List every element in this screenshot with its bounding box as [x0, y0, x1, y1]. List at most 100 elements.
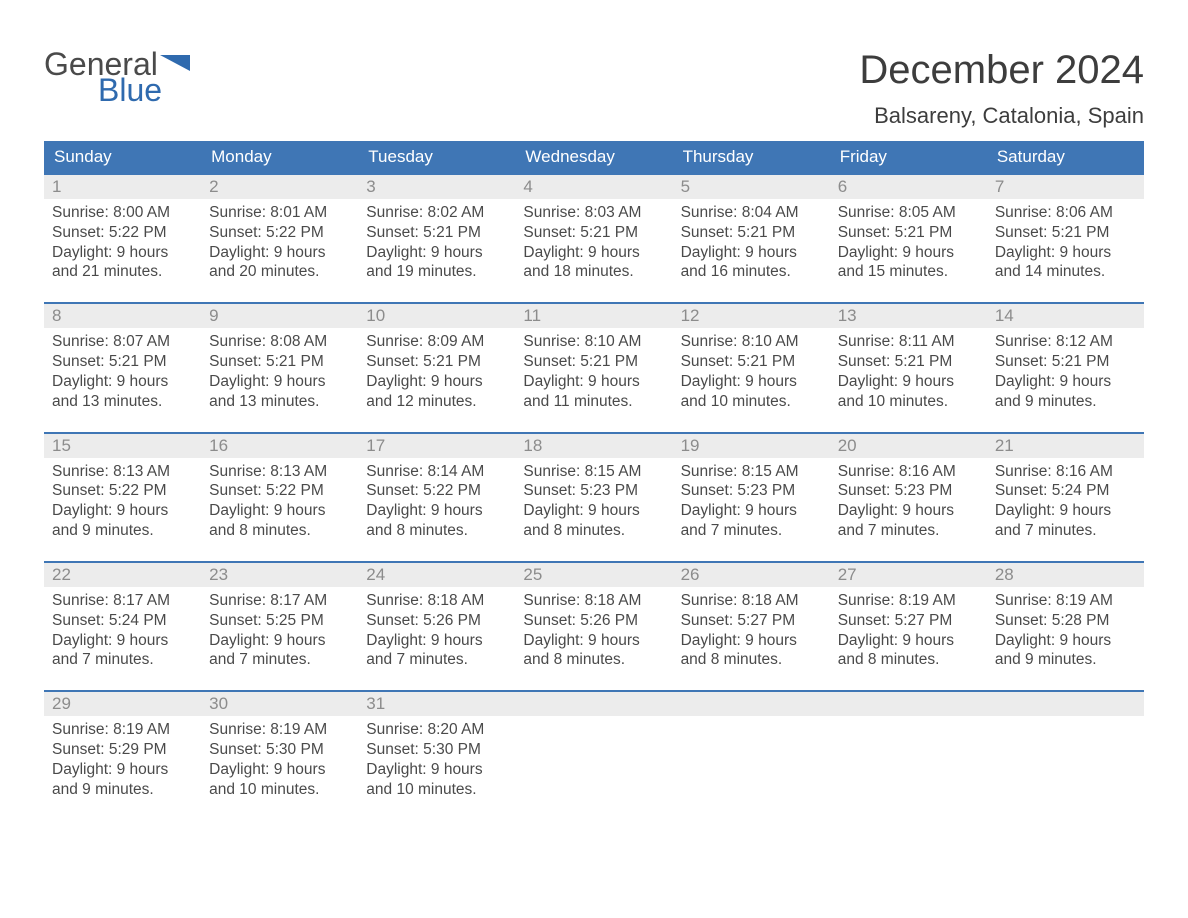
- day-details: Sunrise: 8:07 AMSunset: 5:21 PMDaylight:…: [44, 328, 201, 411]
- daylight-line-2: and 7 minutes.: [838, 521, 979, 541]
- header: General Blue December 2024 Balsareny, Ca…: [44, 48, 1144, 129]
- day-number: 23: [201, 563, 358, 587]
- daylight-line-1: Daylight: 9 hours: [52, 501, 193, 521]
- day-cell: 2Sunrise: 8:01 AMSunset: 5:22 PMDaylight…: [201, 175, 358, 302]
- daylight-line-2: and 11 minutes.: [523, 392, 664, 412]
- day-cell: 5Sunrise: 8:04 AMSunset: 5:21 PMDaylight…: [673, 175, 830, 302]
- day-number: 28: [987, 563, 1144, 587]
- day-cell: 6Sunrise: 8:05 AMSunset: 5:21 PMDaylight…: [830, 175, 987, 302]
- day-number: 25: [515, 563, 672, 587]
- daylight-line-2: and 18 minutes.: [523, 262, 664, 282]
- daylight-line-1: Daylight: 9 hours: [995, 631, 1136, 651]
- daylight-line-2: and 8 minutes.: [523, 521, 664, 541]
- day-details: Sunrise: 8:03 AMSunset: 5:21 PMDaylight:…: [515, 199, 672, 282]
- daylight-line-2: and 14 minutes.: [995, 262, 1136, 282]
- daylight-line-1: Daylight: 9 hours: [209, 243, 350, 263]
- daylight-line-1: Daylight: 9 hours: [209, 501, 350, 521]
- day-details: Sunrise: 8:02 AMSunset: 5:21 PMDaylight:…: [358, 199, 515, 282]
- sunset-line: Sunset: 5:23 PM: [681, 481, 822, 501]
- day-details: Sunrise: 8:19 AMSunset: 5:29 PMDaylight:…: [44, 716, 201, 799]
- day-details: Sunrise: 8:19 AMSunset: 5:30 PMDaylight:…: [201, 716, 358, 799]
- sunset-line: Sunset: 5:21 PM: [838, 352, 979, 372]
- day-details: Sunrise: 8:04 AMSunset: 5:21 PMDaylight:…: [673, 199, 830, 282]
- daylight-line-2: and 12 minutes.: [366, 392, 507, 412]
- daylight-line-2: and 9 minutes.: [995, 392, 1136, 412]
- daylight-line-2: and 9 minutes.: [52, 521, 193, 541]
- day-number: 9: [201, 304, 358, 328]
- sunset-line: Sunset: 5:21 PM: [209, 352, 350, 372]
- sunrise-line: Sunrise: 8:07 AM: [52, 332, 193, 352]
- daylight-line-2: and 8 minutes.: [523, 650, 664, 670]
- day-details: Sunrise: 8:18 AMSunset: 5:27 PMDaylight:…: [673, 587, 830, 670]
- daylight-line-2: and 8 minutes.: [838, 650, 979, 670]
- month-title: December 2024: [859, 48, 1144, 93]
- day-cell: 25Sunrise: 8:18 AMSunset: 5:26 PMDayligh…: [515, 563, 672, 690]
- day-cell: 3Sunrise: 8:02 AMSunset: 5:21 PMDaylight…: [358, 175, 515, 302]
- day-number: 11: [515, 304, 672, 328]
- sunset-line: Sunset: 5:27 PM: [681, 611, 822, 631]
- day-cell: 31Sunrise: 8:20 AMSunset: 5:30 PMDayligh…: [358, 692, 515, 819]
- weeks-container: 1Sunrise: 8:00 AMSunset: 5:22 PMDaylight…: [44, 173, 1144, 820]
- sunrise-line: Sunrise: 8:11 AM: [838, 332, 979, 352]
- day-details: Sunrise: 8:18 AMSunset: 5:26 PMDaylight:…: [358, 587, 515, 670]
- sunset-line: Sunset: 5:26 PM: [523, 611, 664, 631]
- dow-cell: Monday: [201, 141, 358, 173]
- day-cell: [830, 692, 987, 819]
- day-number: 16: [201, 434, 358, 458]
- day-number: 3: [358, 175, 515, 199]
- sunset-line: Sunset: 5:27 PM: [838, 611, 979, 631]
- day-number: 5: [673, 175, 830, 199]
- day-details: Sunrise: 8:06 AMSunset: 5:21 PMDaylight:…: [987, 199, 1144, 282]
- day-cell: 14Sunrise: 8:12 AMSunset: 5:21 PMDayligh…: [987, 304, 1144, 431]
- day-details: Sunrise: 8:09 AMSunset: 5:21 PMDaylight:…: [358, 328, 515, 411]
- sunrise-line: Sunrise: 8:17 AM: [209, 591, 350, 611]
- day-cell: 4Sunrise: 8:03 AMSunset: 5:21 PMDaylight…: [515, 175, 672, 302]
- day-cell: 7Sunrise: 8:06 AMSunset: 5:21 PMDaylight…: [987, 175, 1144, 302]
- day-details: Sunrise: 8:16 AMSunset: 5:23 PMDaylight:…: [830, 458, 987, 541]
- daylight-line-1: Daylight: 9 hours: [52, 760, 193, 780]
- sunrise-line: Sunrise: 8:15 AM: [681, 462, 822, 482]
- day-number: 24: [358, 563, 515, 587]
- sunset-line: Sunset: 5:22 PM: [209, 481, 350, 501]
- sunrise-line: Sunrise: 8:19 AM: [209, 720, 350, 740]
- sunrise-line: Sunrise: 8:10 AM: [523, 332, 664, 352]
- day-cell: 9Sunrise: 8:08 AMSunset: 5:21 PMDaylight…: [201, 304, 358, 431]
- sunrise-line: Sunrise: 8:03 AM: [523, 203, 664, 223]
- calendar: SundayMondayTuesdayWednesdayThursdayFrid…: [44, 141, 1144, 820]
- daylight-line-1: Daylight: 9 hours: [838, 372, 979, 392]
- day-cell: [515, 692, 672, 819]
- sunset-line: Sunset: 5:30 PM: [209, 740, 350, 760]
- sunset-line: Sunset: 5:21 PM: [523, 352, 664, 372]
- title-block: December 2024 Balsareny, Catalonia, Spai…: [859, 48, 1144, 129]
- day-cell: 29Sunrise: 8:19 AMSunset: 5:29 PMDayligh…: [44, 692, 201, 819]
- day-number: 20: [830, 434, 987, 458]
- daylight-line-2: and 10 minutes.: [366, 780, 507, 800]
- day-details: Sunrise: 8:10 AMSunset: 5:21 PMDaylight:…: [673, 328, 830, 411]
- day-cell: 11Sunrise: 8:10 AMSunset: 5:21 PMDayligh…: [515, 304, 672, 431]
- day-cell: 27Sunrise: 8:19 AMSunset: 5:27 PMDayligh…: [830, 563, 987, 690]
- day-cell: [673, 692, 830, 819]
- day-details: Sunrise: 8:19 AMSunset: 5:28 PMDaylight:…: [987, 587, 1144, 670]
- day-number: 4: [515, 175, 672, 199]
- day-details: Sunrise: 8:19 AMSunset: 5:27 PMDaylight:…: [830, 587, 987, 670]
- day-number: 7: [987, 175, 1144, 199]
- day-number: [830, 692, 987, 716]
- week-row: 15Sunrise: 8:13 AMSunset: 5:22 PMDayligh…: [44, 432, 1144, 561]
- daylight-line-1: Daylight: 9 hours: [366, 501, 507, 521]
- daylight-line-2: and 7 minutes.: [52, 650, 193, 670]
- sunset-line: Sunset: 5:21 PM: [838, 223, 979, 243]
- daylight-line-1: Daylight: 9 hours: [209, 631, 350, 651]
- daylight-line-1: Daylight: 9 hours: [995, 243, 1136, 263]
- daylight-line-2: and 7 minutes.: [209, 650, 350, 670]
- sunset-line: Sunset: 5:22 PM: [52, 481, 193, 501]
- day-details: Sunrise: 8:15 AMSunset: 5:23 PMDaylight:…: [515, 458, 672, 541]
- daylight-line-2: and 7 minutes.: [681, 521, 822, 541]
- sunset-line: Sunset: 5:23 PM: [838, 481, 979, 501]
- flag-icon: [160, 55, 190, 75]
- daylight-line-2: and 13 minutes.: [52, 392, 193, 412]
- week-row: 8Sunrise: 8:07 AMSunset: 5:21 PMDaylight…: [44, 302, 1144, 431]
- days-of-week-header: SundayMondayTuesdayWednesdayThursdayFrid…: [44, 141, 1144, 173]
- day-number: 2: [201, 175, 358, 199]
- sunrise-line: Sunrise: 8:13 AM: [52, 462, 193, 482]
- day-cell: 26Sunrise: 8:18 AMSunset: 5:27 PMDayligh…: [673, 563, 830, 690]
